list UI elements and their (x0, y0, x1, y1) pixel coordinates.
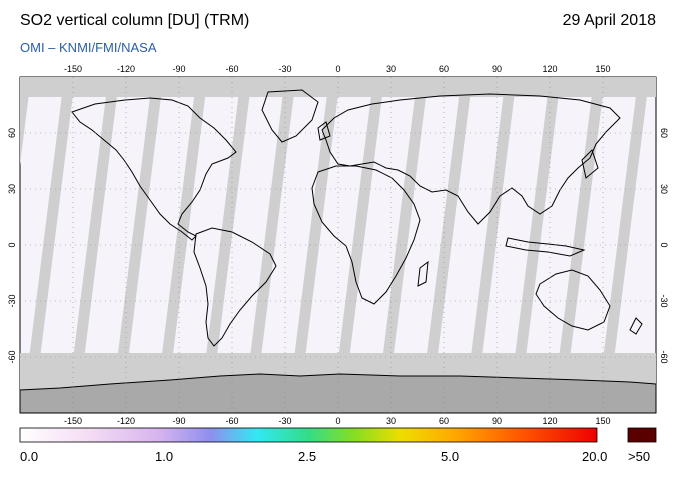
south-america (193, 227, 277, 347)
data-credit: OMI – KNMI/FMI/NASA (20, 40, 157, 55)
longitude-tick-label: 120 (542, 416, 557, 426)
latitude-tick-label: -30 (659, 294, 669, 307)
madagascar (417, 260, 429, 287)
longitude-tick-label: -120 (117, 64, 135, 74)
orbit-gap-stripe (243, 77, 296, 413)
map-content (20, 77, 656, 413)
antarctica (20, 373, 656, 413)
orbit-gap-stripe (419, 77, 473, 413)
orbit-gap-stripe (110, 77, 164, 413)
longitude-labels-top: -150 -120 -90 -60 -30 0 30 60 90 120 150 (64, 64, 611, 74)
latitude-tick-label: 30 (7, 184, 17, 194)
coastlines (71, 89, 643, 347)
colorbar-label-0: 0.0 (20, 449, 39, 464)
longitude-tick-label: 30 (386, 416, 396, 426)
longitude-tick-label: 60 (439, 64, 449, 74)
colorbar-label-1: 1.0 (155, 449, 174, 464)
orbit-gap-stripe (20, 77, 31, 165)
longitude-tick-label: -90 (172, 64, 185, 74)
colorbar-overflow-label: >50 (628, 449, 651, 464)
latitude-tick-label: 60 (7, 128, 17, 138)
orbit-gap-stripe (596, 77, 650, 413)
north-america (71, 97, 237, 241)
longitude-tick-label: 120 (542, 64, 557, 74)
orbit-gap-stripe (552, 77, 606, 413)
orbit-gap-stripes (20, 77, 650, 413)
longitude-tick-label: -120 (117, 416, 135, 426)
longitude-tick-label: -30 (278, 64, 291, 74)
orbit-gap-stripe (66, 77, 120, 413)
longitude-tick-label: 90 (492, 416, 502, 426)
longitude-labels-bottom: -150 -120 -90 -60 -30 0 30 60 90 120 150 (64, 416, 611, 426)
orbit-gap-stripe (287, 77, 341, 413)
colorbar-label-3: 5.0 (441, 449, 460, 464)
longitude-tick-label: 60 (439, 416, 449, 426)
longitude-tick-label: 150 (595, 64, 610, 74)
orbit-gap-stripe (508, 77, 561, 413)
longitude-tick-label: 90 (492, 64, 502, 74)
longitude-tick-label: -150 (64, 416, 82, 426)
orbit-gap-stripe (154, 77, 208, 413)
longitude-tick-label: 30 (386, 64, 396, 74)
british-isles (317, 121, 331, 141)
longitude-tick-label: 0 (335, 64, 340, 74)
orbit-gap-stripe (22, 77, 76, 413)
latitude-tick-label: 60 (659, 128, 669, 138)
latitude-labels-left: 60 30 0 -30 -60 (7, 128, 17, 364)
indonesia (505, 237, 586, 257)
longitude-tick-label: -60 (225, 416, 238, 426)
australia (535, 269, 611, 331)
greenland (261, 89, 319, 143)
colorbar-label-2: 2.5 (298, 449, 317, 464)
orbit-gap-stripe (331, 77, 385, 413)
latitude-tick-label: -60 (659, 350, 669, 363)
latitude-tick-label: 0 (659, 242, 669, 247)
colorbar-label-4: 20.0 (582, 449, 608, 464)
eurasia (321, 93, 621, 225)
map-title: SO2 vertical column [DU] (TRM) (20, 12, 250, 29)
latitude-tick-label: 0 (7, 242, 17, 247)
longitude-tick-label: -90 (172, 416, 185, 426)
longitude-tick-label: -30 (278, 416, 291, 426)
africa (311, 165, 421, 305)
longitude-tick-label: 0 (335, 416, 340, 426)
latitude-tick-label: -30 (7, 294, 17, 307)
map-date: 29 April 2018 (562, 12, 656, 29)
longitude-tick-label: 150 (595, 416, 610, 426)
graticule (20, 77, 656, 413)
latitude-tick-label: 30 (659, 184, 669, 194)
new-zealand (629, 317, 643, 335)
latitude-tick-label: -60 (7, 350, 17, 363)
colorbar-overflow-swatch (627, 427, 657, 443)
latitude-labels-right: 60 30 0 -30 -60 (659, 128, 669, 364)
colorbar-gradient (19, 427, 598, 443)
japan (581, 149, 599, 179)
orbit-gap-stripe (375, 77, 429, 413)
longitude-tick-label: -60 (225, 64, 238, 74)
longitude-tick-label: -150 (64, 64, 82, 74)
